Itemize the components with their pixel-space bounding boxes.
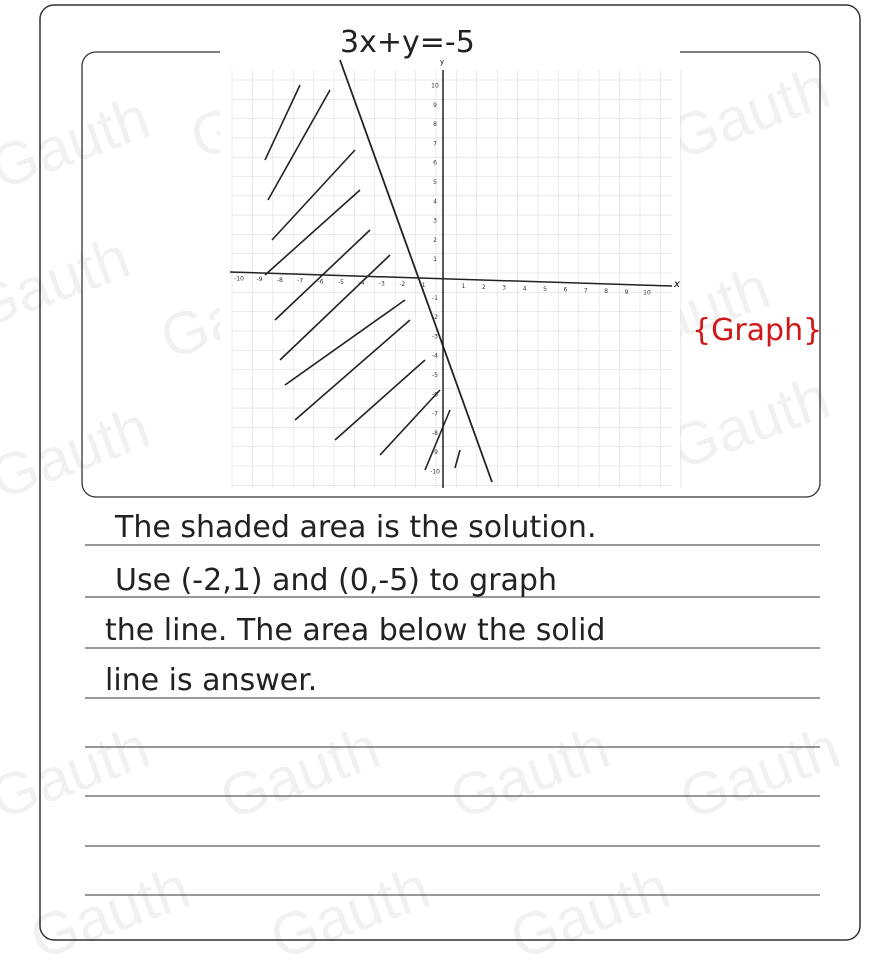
x-tick-label: 9 bbox=[625, 289, 629, 296]
y-tick-label: -9 bbox=[432, 449, 438, 456]
graph-grid bbox=[231, 70, 682, 488]
y-tick-label: 6 bbox=[433, 160, 437, 167]
y-tick-label: 1 bbox=[433, 256, 437, 263]
y-tick-label: 2 bbox=[433, 237, 437, 244]
x-tick-label: 6 bbox=[563, 287, 567, 294]
x-label: x bbox=[673, 279, 680, 290]
x-tick-label: 3 bbox=[502, 285, 506, 292]
graph-tag: {Graph} bbox=[692, 313, 822, 348]
y-tick-label: -1 bbox=[432, 295, 438, 302]
hatching bbox=[264, 84, 461, 471]
y-label: y bbox=[440, 58, 444, 66]
x-tick-label: -2 bbox=[399, 281, 405, 288]
y-tick-label: -2 bbox=[432, 314, 438, 321]
x-tick-label: -5 bbox=[338, 279, 344, 286]
graph-image bbox=[220, 45, 680, 490]
x-tick-label: 5 bbox=[543, 286, 547, 293]
x-tick-label: 10 bbox=[643, 290, 651, 297]
y-tick-label: 8 bbox=[433, 121, 437, 128]
x-tick-label: -8 bbox=[277, 277, 283, 284]
ticks: -10 -9 -8 -7 -6 -5 -4 -3 -2 -1 1 2 3 4 5 6 7 8 9 10 -10 -9 -8 -… bbox=[234, 83, 651, 476]
y-tick-label: 10 bbox=[431, 83, 439, 90]
x-tick-label: 2 bbox=[482, 284, 486, 291]
x-tick-label: -10 bbox=[234, 276, 244, 283]
equation: 3x+y=-5 bbox=[340, 25, 475, 60]
y-tick-label: 4 bbox=[433, 198, 437, 205]
x-tick-label: -1 bbox=[420, 282, 426, 289]
x-tick-label: 1 bbox=[461, 283, 465, 290]
y-tick-label: -8 bbox=[432, 430, 438, 437]
y-tick-label: -10 bbox=[430, 469, 440, 476]
note-line: line is answer. bbox=[105, 663, 317, 698]
x-tick-label: -9 bbox=[256, 276, 262, 283]
x-tick-label: 8 bbox=[604, 288, 608, 295]
note-line: the line. The area below the solid bbox=[105, 613, 605, 648]
y-tick-label: 9 bbox=[433, 102, 437, 109]
y-tick-label: -5 bbox=[432, 372, 438, 379]
x-tick-label: -3 bbox=[379, 280, 385, 287]
boundary-line bbox=[339, 59, 493, 483]
note-line: The shaded area is the solution. bbox=[114, 510, 596, 545]
y-tick-label: 5 bbox=[433, 179, 437, 186]
y-tick-label: 3 bbox=[433, 218, 437, 225]
x-tick-label: -6 bbox=[318, 278, 324, 285]
x-tick-label: -7 bbox=[297, 278, 303, 285]
y-tick-label: -4 bbox=[432, 353, 438, 360]
x-tick-label: 7 bbox=[584, 287, 588, 294]
x-tick-label: 4 bbox=[523, 285, 527, 292]
y-tick-label: -3 bbox=[432, 333, 438, 340]
ruled-lines bbox=[85, 544, 820, 896]
y-tick-label: -7 bbox=[432, 411, 438, 418]
note-line: Use (-2,1) and (0,-5) to graph bbox=[115, 563, 557, 598]
x-axis bbox=[229, 271, 673, 287]
y-tick-label: 7 bbox=[433, 140, 437, 147]
